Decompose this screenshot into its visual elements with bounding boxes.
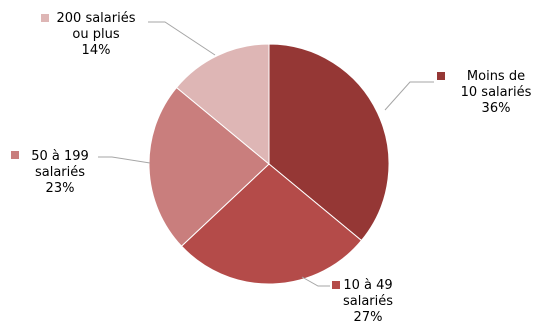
leader-line-1 <box>384 81 434 111</box>
pie-slice-1 <box>268 43 390 242</box>
slice-value-label-1: 36% <box>482 101 511 116</box>
slice-category-label-2: 10 à 49 <box>343 278 392 293</box>
pie-slice-2 <box>180 163 363 285</box>
slice-category-label-4: ou plus <box>72 27 119 42</box>
leader-lines <box>98 21 434 287</box>
slice-value-label-2: 27% <box>354 310 383 325</box>
slice-category-label-2: salariés <box>343 294 393 309</box>
slice-value-label-3: 23% <box>46 181 75 196</box>
leader-line-3 <box>98 156 151 164</box>
slice-category-label-4: 200 salariés <box>57 11 136 26</box>
pie-slice-3 <box>148 86 270 247</box>
slice-key-4 <box>41 14 49 22</box>
slice-category-label-1: 10 salariés <box>461 85 532 100</box>
leader-line-2 <box>301 276 330 287</box>
slice-key-1 <box>437 72 445 80</box>
pie-slices <box>148 43 390 285</box>
leader-line-4 <box>148 21 216 56</box>
slice-key-2 <box>332 281 340 289</box>
slice-category-label-3: 50 à 199 <box>31 149 89 164</box>
slice-category-label-1: Moins de <box>467 69 525 84</box>
slice-category-label-3: salariés <box>35 165 85 180</box>
slice-value-label-4: 14% <box>82 43 111 58</box>
slice-key-3 <box>11 151 19 159</box>
pie-slice-4 <box>175 43 270 166</box>
